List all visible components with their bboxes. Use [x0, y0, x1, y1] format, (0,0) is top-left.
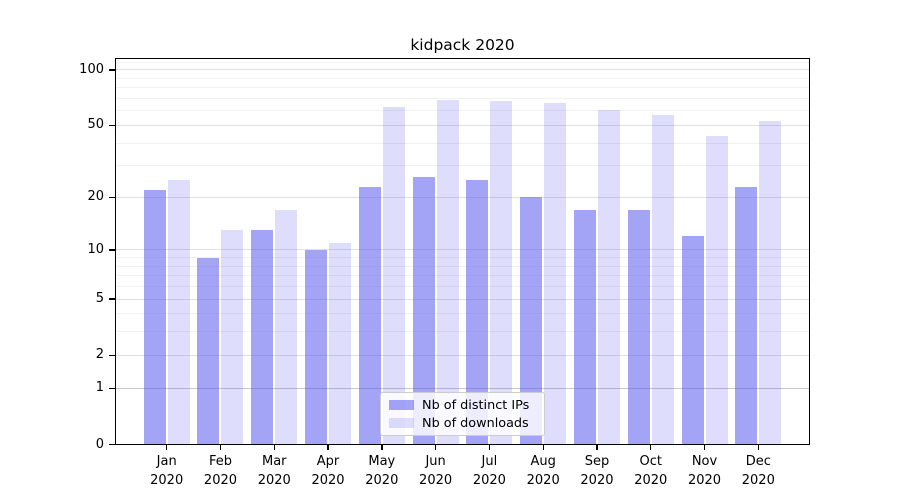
- gridline-major: [116, 354, 809, 356]
- gridline-major: [116, 387, 809, 389]
- y-tick-mark: [109, 69, 115, 71]
- bar-distinct-ips-nov: [681, 236, 704, 445]
- y-tick-label: 20: [87, 189, 104, 205]
- y-tick-mark: [109, 196, 115, 199]
- x-tick-label: Feb 2020: [203, 454, 238, 488]
- legend-item-distinct-ips: Nb of distinct IPs: [389, 399, 536, 412]
- x-tick-mark: [757, 445, 759, 450]
- bar-distinct-ips-aug: [520, 197, 543, 445]
- y-tick-label: 100: [79, 61, 104, 77]
- y-tick-mark: [109, 387, 115, 389]
- bar-downloads-dec: [759, 120, 782, 445]
- bar-distinct-ips-feb: [197, 257, 220, 445]
- bar-downloads-jun: [436, 99, 459, 445]
- x-tick-label: Jun 2020: [419, 454, 453, 488]
- chart-title: kidpack 2020: [410, 36, 515, 54]
- legend-label-downloads: Nb of downloads: [422, 415, 529, 431]
- bar-downloads-apr: [329, 242, 352, 445]
- plot-frame: [115, 58, 810, 445]
- x-tick-label: May 2020: [365, 454, 399, 488]
- bar-distinct-ips-sep: [573, 209, 596, 445]
- bar-distinct-ips-oct: [627, 209, 650, 445]
- bar-downloads-may: [382, 106, 405, 445]
- legend-swatch-distinct-ips: [389, 400, 414, 410]
- y-tick-label: 1: [95, 380, 104, 396]
- y-tick-mark: [109, 124, 115, 127]
- gridline-major: [116, 124, 809, 126]
- bar-downloads-feb: [221, 230, 244, 445]
- y-tick-label: 2: [95, 347, 104, 363]
- bar-downloads-nov: [705, 135, 728, 445]
- x-tick-mark: [650, 445, 652, 450]
- gridline-minor: [116, 313, 809, 315]
- x-tick-mark: [542, 445, 544, 450]
- x-tick-label: Nov 2020: [687, 454, 722, 488]
- bar-downloads-mar: [275, 209, 298, 445]
- bar-distinct-ips-dec: [735, 186, 758, 445]
- x-tick-label: Mar 2020: [257, 454, 291, 488]
- y-tick-label: 10: [87, 241, 104, 257]
- x-tick-mark: [596, 445, 598, 450]
- x-tick-mark: [166, 445, 168, 450]
- gridline-minor: [116, 110, 809, 112]
- legend-item-downloads: Nb of downloads: [389, 417, 536, 430]
- x-tick-label: Dec 2020: [741, 454, 775, 488]
- x-tick-mark: [273, 445, 275, 450]
- x-tick-mark: [327, 445, 329, 450]
- bar-downloads-aug: [544, 103, 567, 445]
- gridline-major: [116, 196, 809, 198]
- gridline-minor: [116, 257, 809, 259]
- gridline-minor: [116, 142, 809, 144]
- y-tick-mark: [109, 443, 115, 446]
- x-tick-label: Oct 2020: [634, 454, 668, 488]
- gridline-minor: [116, 165, 809, 167]
- x-tick-mark: [381, 445, 383, 450]
- y-tick-mark: [109, 298, 115, 300]
- legend: Nb of distinct IPs Nb of downloads: [380, 392, 545, 436]
- y-tick-label: 5: [95, 291, 104, 307]
- gridline-major: [116, 69, 809, 71]
- legend-swatch-downloads: [389, 418, 414, 428]
- bar-distinct-ips-mar: [251, 230, 274, 445]
- y-tick-mark: [109, 354, 115, 357]
- x-tick-label: Sep 2020: [580, 454, 614, 488]
- bar-distinct-ips-jul: [466, 180, 489, 445]
- bar-distinct-ips-apr: [305, 249, 328, 445]
- x-tick-mark: [435, 445, 437, 450]
- x-tick-mark: [703, 445, 706, 450]
- x-tick-mark: [219, 445, 222, 450]
- gridline-minor: [116, 275, 809, 277]
- gridline-minor: [116, 331, 809, 333]
- bar-distinct-ips-may: [358, 186, 381, 445]
- gridline-minor: [116, 286, 809, 288]
- bar-distinct-ips-jan: [143, 190, 166, 445]
- x-tick-label: Aug 2020: [526, 454, 560, 488]
- bar-distinct-ips-jun: [412, 177, 435, 445]
- y-tick-mark: [109, 249, 115, 251]
- legend-label-distinct-ips: Nb of distinct IPs: [422, 397, 530, 413]
- x-tick-label: Jan 2020: [150, 454, 184, 488]
- gridline-minor: [116, 77, 809, 79]
- bar-downloads-jul: [490, 100, 513, 445]
- x-tick-mark: [488, 445, 491, 450]
- gridline-minor: [116, 265, 809, 267]
- gridline-major: [116, 249, 809, 251]
- gridline-minor: [116, 98, 809, 100]
- y-tick-label: 50: [87, 117, 104, 133]
- bar-downloads-jan: [167, 180, 190, 445]
- bar-downloads-sep: [597, 109, 620, 445]
- gridline-major: [116, 298, 809, 300]
- gridline-minor: [116, 87, 809, 89]
- bar-downloads-oct: [651, 114, 674, 445]
- gridline-minor: [116, 61, 809, 63]
- x-tick-label: Apr 2020: [311, 454, 345, 488]
- x-tick-label: Jul 2020: [472, 454, 506, 488]
- y-tick-label: 0: [95, 436, 104, 452]
